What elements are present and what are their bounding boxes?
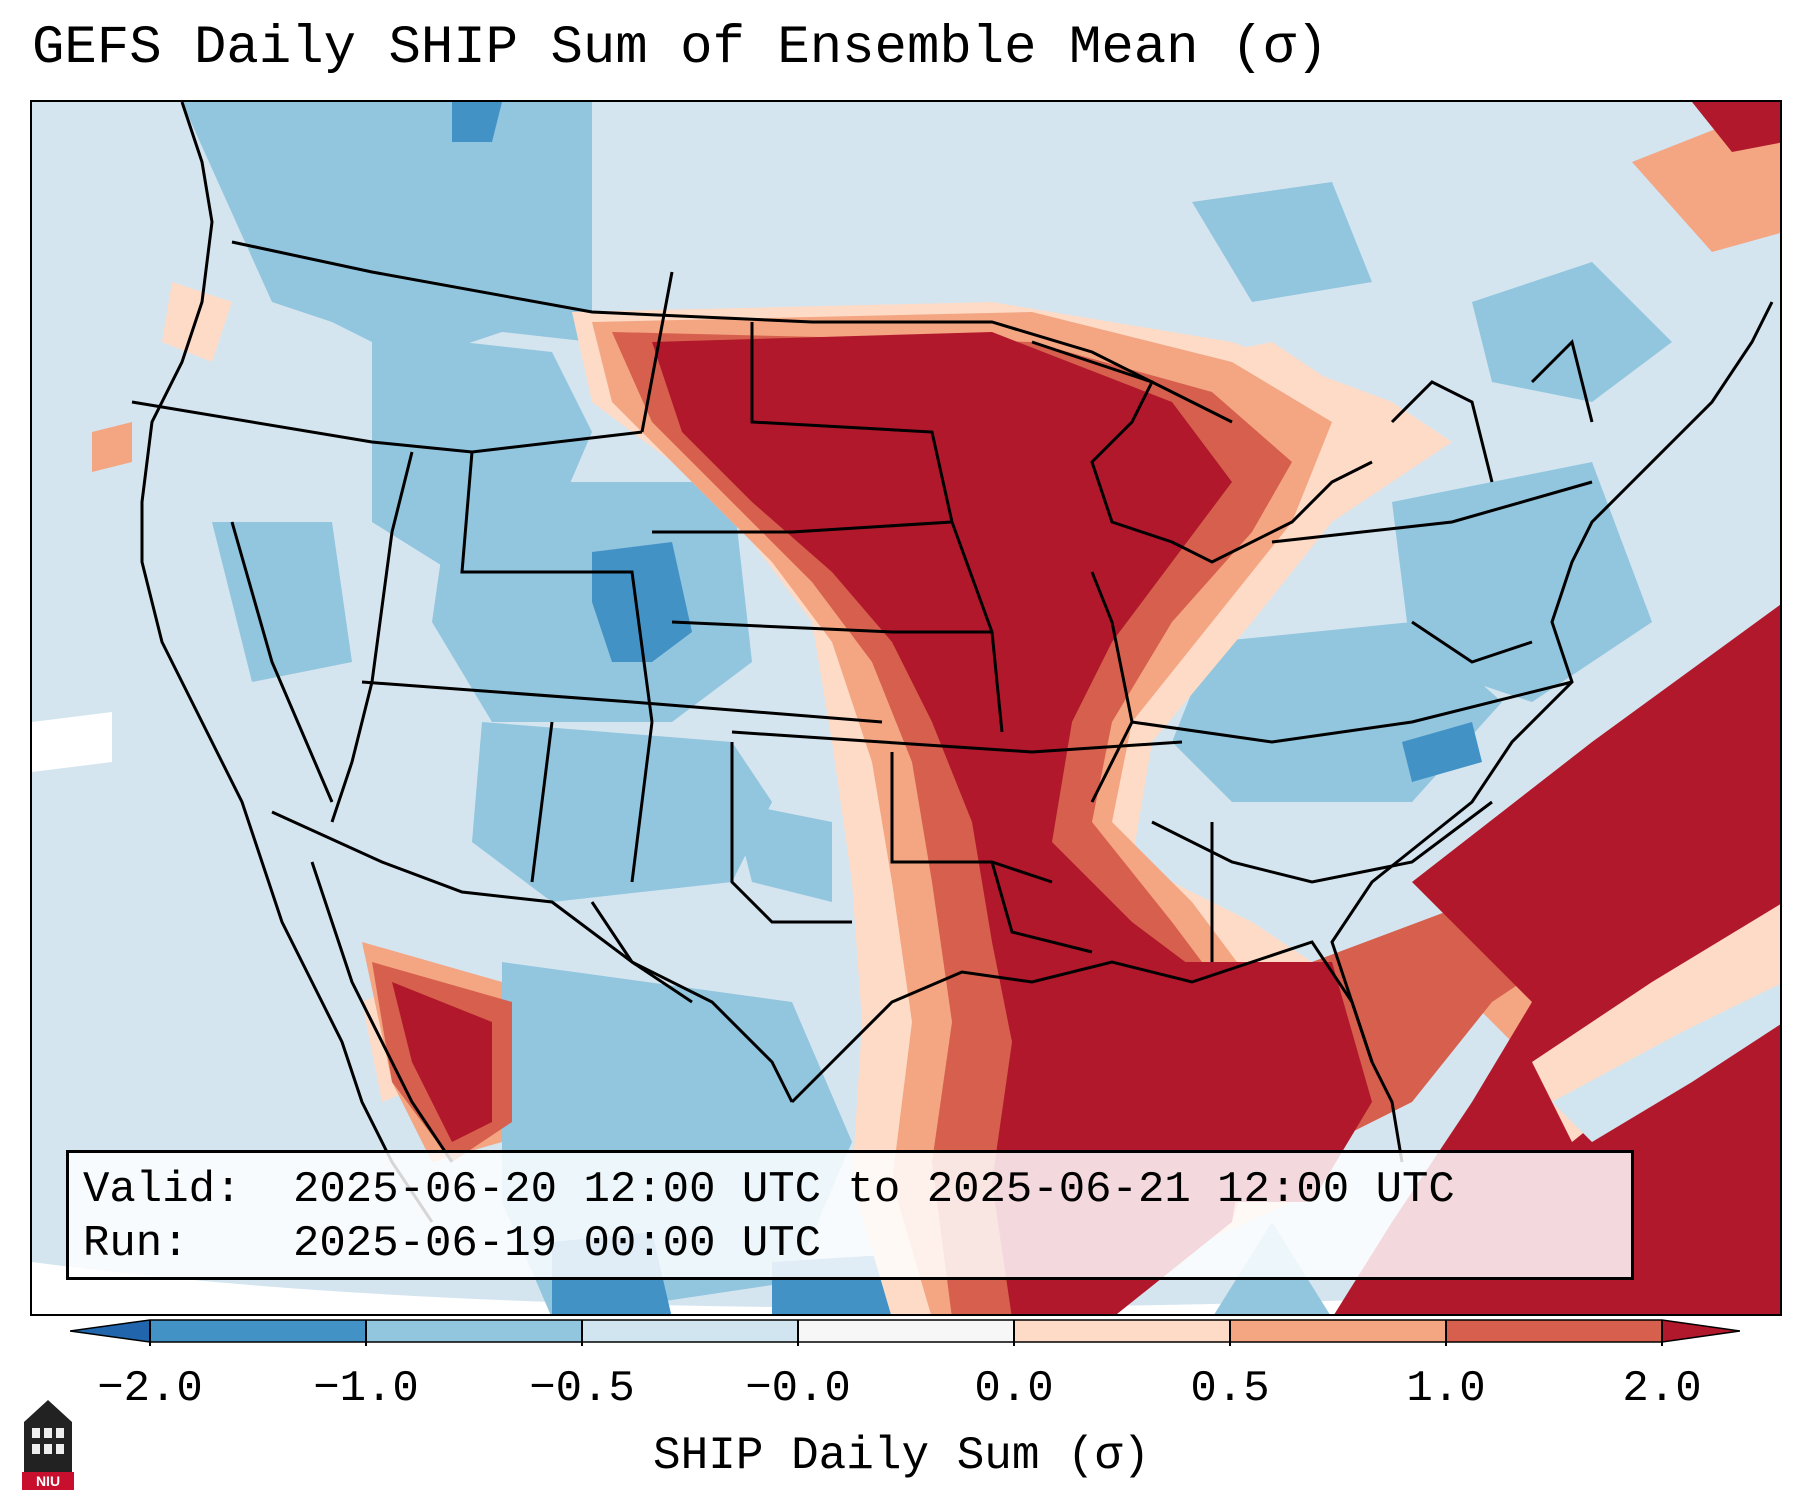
state-line: [640, 271, 674, 433]
run-row: Run: 2025-06-19 00:00 UTC: [83, 1217, 1617, 1271]
state-line: [131, 400, 643, 454]
state-line: [750, 322, 1004, 733]
state-line: [330, 451, 414, 823]
state-line: [652, 520, 953, 534]
logo-banner: [22, 1472, 74, 1490]
state-line: [990, 861, 1093, 954]
map-title: GEFS Daily SHIP Sum of Ensemble Mean (σ): [32, 18, 1329, 79]
validity-info-box: Valid: 2025-06-20 12:00 UTC to 2025-06-2…: [66, 1150, 1634, 1280]
state-line: [590, 901, 693, 1004]
colorbar-tick-7: 2.0: [1622, 1364, 1702, 1414]
niu-logo: NIU: [22, 1400, 74, 1490]
colorbar-segment-1: [366, 1320, 582, 1342]
colorbar-tick-5: 0.5: [1190, 1364, 1270, 1414]
extreme-positive-areas: [392, 102, 1780, 1314]
state-line: [530, 721, 554, 883]
colorbar-tick-6: 1.0: [1406, 1364, 1486, 1414]
colorbar-segment-4: [1014, 1320, 1230, 1342]
state-line: [1390, 380, 1494, 483]
colorbar-tick-3: −0.0: [745, 1364, 851, 1414]
map-panel[interactable]: [30, 100, 1782, 1316]
colorbar-tick-0: −2.0: [97, 1364, 203, 1414]
state-line: [361, 680, 883, 724]
colorbar-tick-4: 0.0: [974, 1364, 1054, 1414]
state-line: [730, 742, 852, 924]
map-boundaries: [131, 102, 1774, 1223]
east-coastline: [1330, 301, 1774, 1063]
state-line: [230, 521, 334, 803]
valid-value: 2025-06-20 12:00 UTC to 2025-06-21 12:00…: [293, 1165, 1455, 1215]
ship-map-svg: [32, 102, 1780, 1314]
state-line: [890, 752, 1053, 884]
state-line: [731, 730, 1183, 754]
state-line: [460, 451, 654, 723]
colorbar-segment-0: [150, 1320, 366, 1342]
state-line: [630, 721, 654, 883]
colorbar-tick-1: −1.0: [313, 1364, 419, 1414]
run-value: 2025-06-19 00:00 UTC: [293, 1219, 822, 1269]
missing-data-patch: [32, 712, 112, 772]
great-lakes: [1031, 340, 1373, 564]
state-line: [671, 620, 992, 634]
colorbar: [70, 1319, 1740, 1346]
colorbar-high-extend: [1662, 1320, 1740, 1342]
colorbar-segment-3: [798, 1320, 1014, 1342]
colorbar-segment-2: [582, 1320, 798, 1342]
state-line: [1411, 620, 1533, 664]
state-line: [1271, 480, 1593, 544]
west-coastline: [140, 102, 434, 1223]
colorbar-low-extend: [70, 1320, 150, 1342]
valid-label: Valid:: [83, 1165, 242, 1215]
baja-coastline: [310, 861, 454, 1163]
run-label: Run:: [83, 1219, 189, 1269]
colorbar-label: SHIP Daily Sum (σ): [653, 1430, 1150, 1482]
logo-text: NIU: [36, 1473, 60, 1489]
state-line: [1151, 800, 1493, 884]
state-line: [1090, 571, 1134, 803]
state-line: [1131, 680, 1573, 744]
valid-row: Valid: 2025-06-20 12:00 UTC to 2025-06-2…: [83, 1163, 1617, 1217]
colorbar-tick-2: −0.5: [529, 1364, 635, 1414]
colorbar-segment-5: [1230, 1320, 1446, 1342]
mexico-border: [271, 810, 794, 1103]
canada-border: [231, 240, 1233, 424]
colorbar-segment-6: [1446, 1320, 1662, 1342]
state-line: [1530, 339, 1594, 423]
